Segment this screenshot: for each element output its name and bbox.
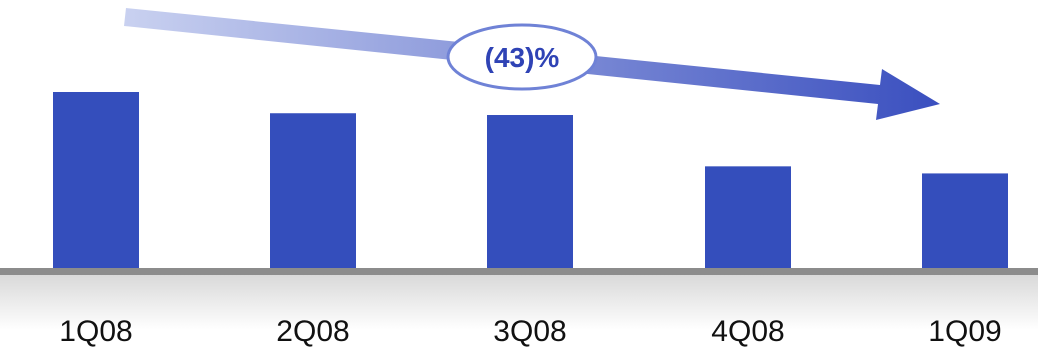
x-tick-label-2q08: 2Q08: [276, 315, 349, 348]
x-tick-label-1q08: 1Q08: [59, 315, 132, 348]
bar-4q08: [705, 166, 791, 269]
x-tick-label-4q08: 4Q08: [711, 315, 784, 348]
trend-annotation: (43)%: [448, 25, 596, 89]
bar-2q08: [270, 113, 356, 269]
x-axis-baseline: [0, 268, 1038, 275]
annotation-label: (43)%: [485, 42, 560, 73]
x-tick-label-1q09: 1Q09: [928, 315, 1001, 348]
bar-3q08: [487, 115, 573, 269]
x-tick-label-3q08: 3Q08: [493, 315, 566, 348]
bar-1q09: [922, 173, 1008, 269]
bar-1q08: [53, 92, 139, 269]
bars: [53, 92, 1008, 269]
